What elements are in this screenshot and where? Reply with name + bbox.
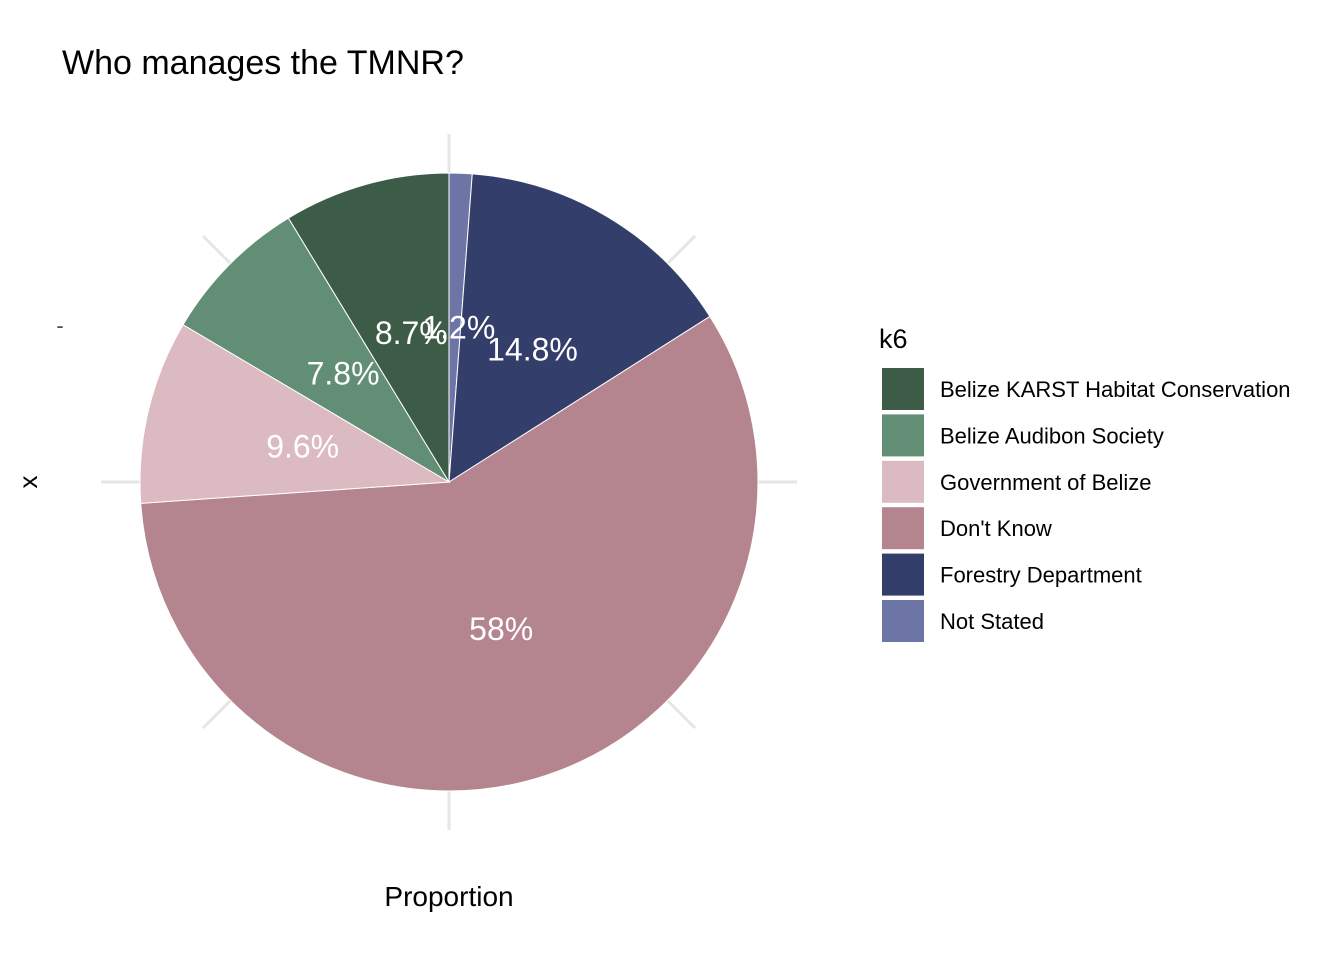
y-axis-title: x — [13, 476, 43, 489]
slice-data-label: 1.2% — [422, 310, 495, 346]
pie-slice-belize-audibon-society — [182, 217, 450, 483]
legend-swatch — [882, 507, 924, 550]
slice-data-label: 14.8% — [487, 332, 578, 368]
legend-title: k6 — [879, 324, 908, 354]
legend: Belize KARST Habitat Conservation Belize … — [882, 368, 1291, 642]
y-tick-label: - — [56, 313, 63, 338]
pie-slices — [139, 172, 759, 792]
legend-label: Forestry Department — [940, 563, 1142, 588]
legend-label: Don't Know — [940, 516, 1052, 541]
slice-data-label: 58% — [469, 611, 533, 647]
pie-slice-forestry-department — [448, 173, 711, 483]
legend-swatch — [882, 600, 924, 642]
legend-swatch — [882, 553, 924, 596]
chart-title: Who manages the TMNR? — [62, 44, 464, 82]
slice-data-label: 8.7% — [375, 315, 448, 351]
legend-label: Belize Audibon Society — [940, 423, 1164, 448]
legend-swatch — [882, 460, 924, 503]
pie-slice-don-t-know — [140, 315, 759, 792]
legend-swatch — [882, 414, 924, 457]
legend-label: Belize KARST Habitat Conservation — [940, 377, 1291, 402]
slice-data-label: 7.8% — [307, 355, 380, 391]
slice-data-label: 9.6% — [266, 428, 339, 464]
legend-swatch — [882, 368, 924, 410]
x-axis-title: Proportion — [384, 881, 513, 912]
legend-label: Not Stated — [940, 609, 1044, 634]
legend-label: Government of Belize — [940, 470, 1152, 495]
pie-slice-government-of-belize — [139, 324, 451, 504]
slice-labels: 1.2%14.8% 58% 9.6% 7.8% 8.7% — [266, 310, 578, 647]
pie-slice-belize-karst-habitat-conservation — [287, 172, 450, 484]
